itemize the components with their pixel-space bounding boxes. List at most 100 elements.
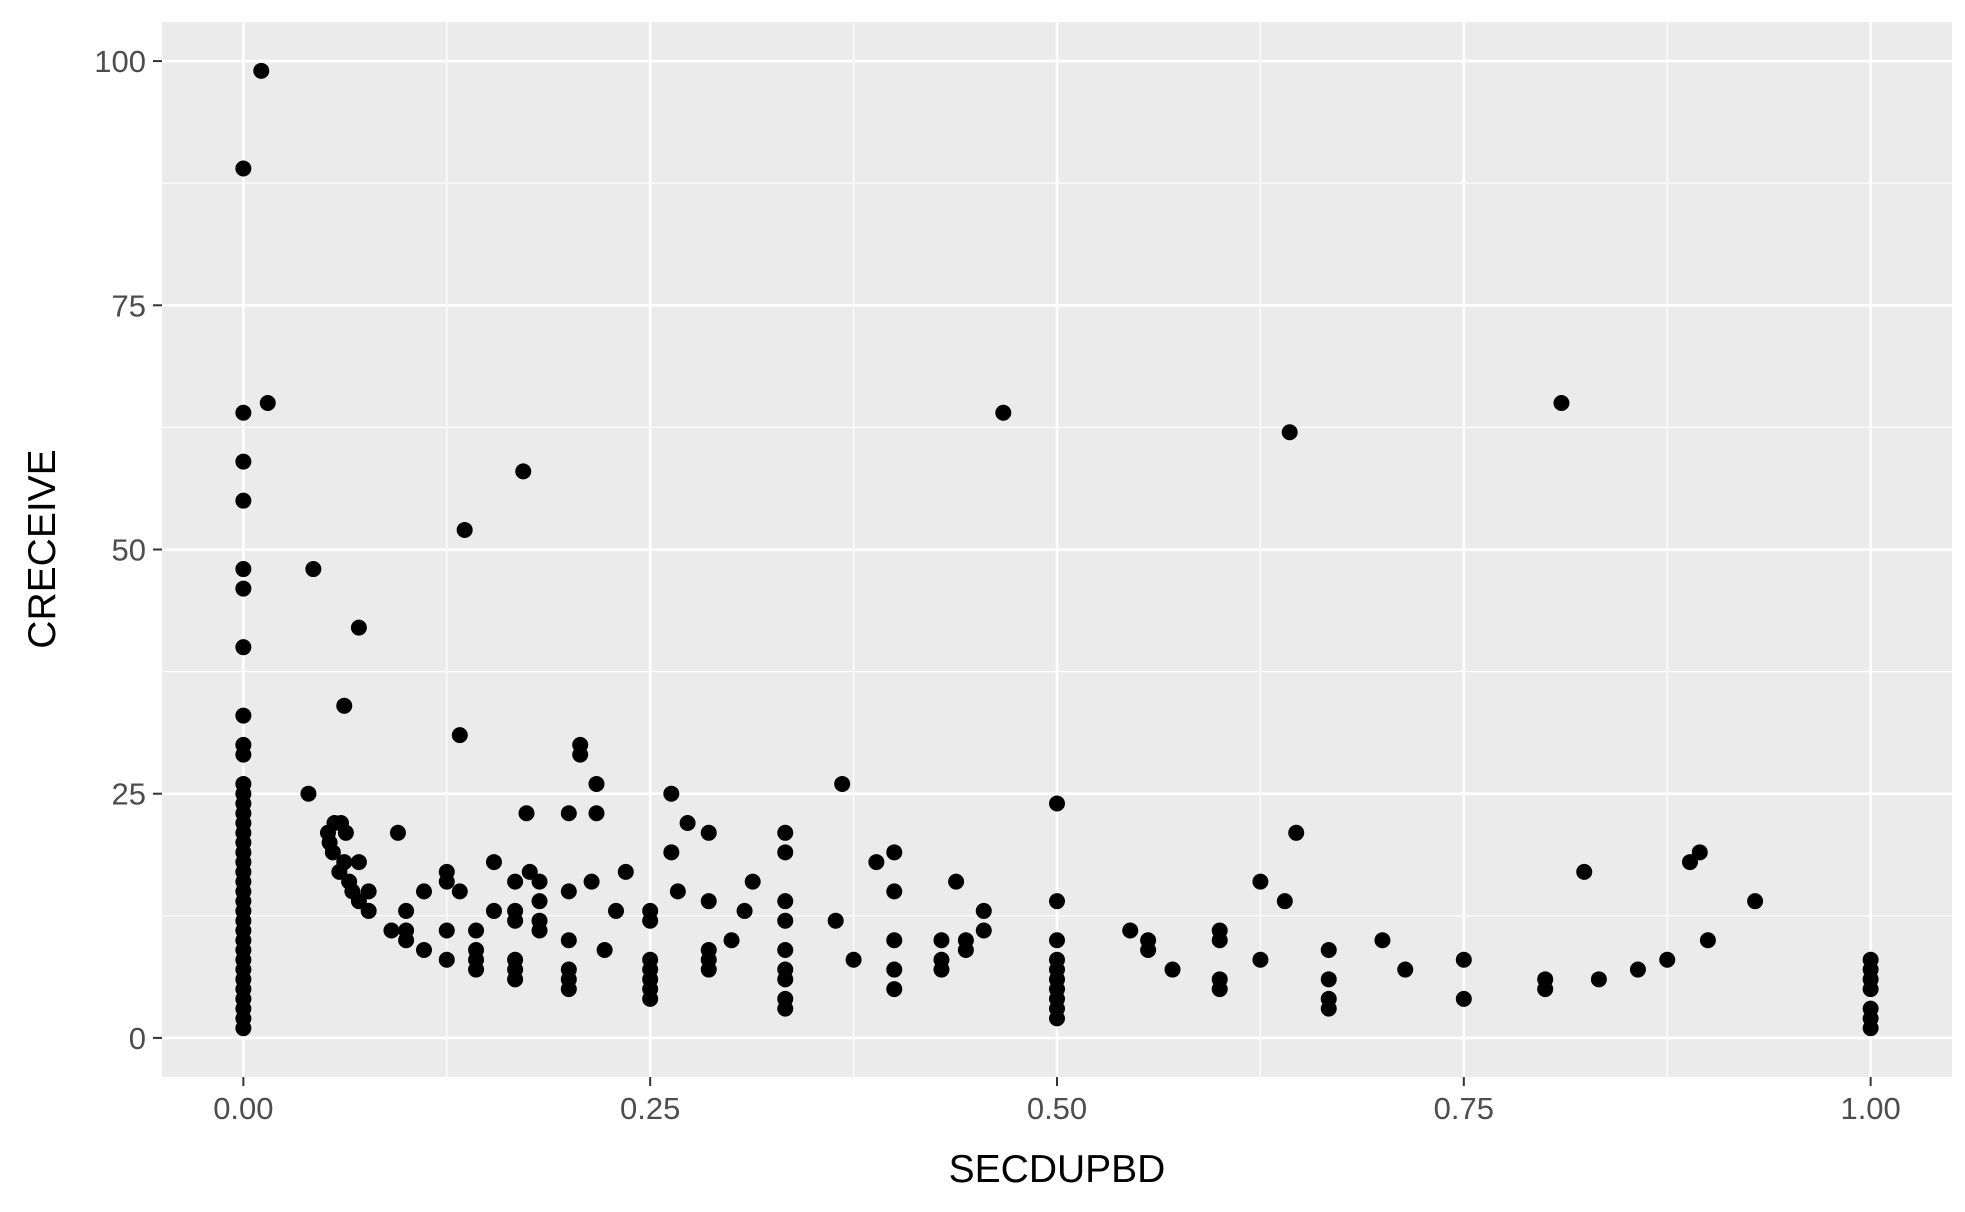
data-point bbox=[468, 961, 485, 978]
data-point bbox=[777, 971, 794, 988]
data-point bbox=[744, 873, 761, 890]
data-point bbox=[1049, 1010, 1065, 1027]
data-point bbox=[350, 854, 367, 871]
data-point bbox=[777, 912, 794, 929]
data-point bbox=[415, 883, 432, 900]
data-point bbox=[1164, 961, 1181, 978]
data-point bbox=[1049, 932, 1065, 949]
y-tick-label: 100 bbox=[94, 44, 146, 79]
data-point bbox=[957, 942, 974, 959]
data-point bbox=[1576, 863, 1593, 880]
y-tick-label: 0 bbox=[129, 1021, 146, 1056]
y-axis: 0 25 50 75 100 bbox=[94, 44, 162, 1056]
data-point bbox=[235, 492, 252, 509]
data-point bbox=[438, 873, 455, 890]
data-point bbox=[259, 394, 276, 411]
data-point bbox=[515, 463, 532, 480]
data-point bbox=[975, 922, 992, 939]
data-point bbox=[933, 932, 950, 949]
data-point bbox=[305, 561, 322, 578]
data-point bbox=[975, 902, 992, 919]
data-point bbox=[1320, 971, 1337, 988]
data-point bbox=[235, 746, 252, 763]
data-point bbox=[337, 824, 354, 841]
data-point bbox=[1288, 824, 1305, 841]
data-point bbox=[1747, 893, 1764, 910]
data-point bbox=[507, 873, 524, 890]
data-point bbox=[1320, 942, 1337, 959]
data-point bbox=[642, 990, 659, 1007]
data-point bbox=[438, 922, 455, 939]
data-point bbox=[560, 883, 577, 900]
data-point bbox=[1122, 922, 1139, 939]
data-point bbox=[948, 873, 965, 890]
data-point bbox=[1537, 981, 1554, 998]
data-point bbox=[1320, 1000, 1337, 1017]
data-point bbox=[438, 951, 455, 968]
data-point bbox=[235, 639, 252, 656]
data-point bbox=[518, 805, 535, 822]
data-point bbox=[507, 971, 524, 988]
data-point bbox=[1455, 951, 1472, 968]
data-point bbox=[1659, 951, 1676, 968]
data-point bbox=[235, 580, 252, 597]
data-point bbox=[1629, 961, 1646, 978]
data-point bbox=[398, 902, 415, 919]
x-tick-label: 0.75 bbox=[1434, 1091, 1494, 1126]
data-point bbox=[1252, 951, 1269, 968]
data-point bbox=[588, 775, 605, 792]
data-point bbox=[468, 922, 485, 939]
data-point bbox=[588, 805, 605, 822]
data-point bbox=[235, 561, 252, 578]
data-point bbox=[1281, 424, 1298, 441]
data-points bbox=[235, 62, 1879, 1037]
data-point bbox=[700, 824, 717, 841]
data-point bbox=[336, 697, 353, 714]
data-point bbox=[777, 824, 794, 841]
data-point bbox=[596, 942, 613, 959]
data-point bbox=[1140, 942, 1157, 959]
data-point bbox=[1862, 1020, 1879, 1037]
data-point bbox=[560, 932, 577, 949]
data-point bbox=[456, 521, 473, 538]
data-point bbox=[389, 824, 406, 841]
data-point bbox=[583, 873, 600, 890]
data-point bbox=[324, 844, 341, 861]
data-point bbox=[1590, 971, 1607, 988]
data-point bbox=[572, 746, 589, 763]
data-point bbox=[521, 863, 538, 880]
data-point bbox=[560, 981, 577, 998]
data-point bbox=[777, 844, 794, 861]
data-point bbox=[868, 854, 885, 871]
data-point bbox=[827, 912, 844, 929]
data-point bbox=[451, 883, 468, 900]
x-tick-label: 0.00 bbox=[213, 1091, 273, 1126]
data-point bbox=[1049, 893, 1065, 910]
data-point bbox=[679, 815, 696, 832]
data-point bbox=[663, 844, 680, 861]
data-point bbox=[700, 893, 717, 910]
data-point bbox=[736, 902, 753, 919]
data-point bbox=[886, 844, 903, 861]
data-point bbox=[560, 805, 577, 822]
data-point bbox=[235, 1020, 252, 1037]
data-point bbox=[777, 893, 794, 910]
data-point bbox=[1699, 932, 1716, 949]
data-point bbox=[1397, 961, 1414, 978]
data-point bbox=[350, 893, 367, 910]
data-point bbox=[777, 942, 794, 959]
x-tick-label: 1.00 bbox=[1840, 1091, 1900, 1126]
data-point bbox=[1682, 854, 1699, 871]
y-tick-label: 75 bbox=[112, 288, 146, 323]
data-point bbox=[300, 785, 317, 802]
data-point bbox=[845, 951, 862, 968]
data-point bbox=[1553, 394, 1570, 411]
y-axis-title: CRECEIVE bbox=[21, 449, 64, 648]
data-point bbox=[886, 981, 903, 998]
data-point bbox=[531, 893, 548, 910]
data-point bbox=[235, 404, 252, 421]
data-point bbox=[1276, 893, 1293, 910]
data-point bbox=[1691, 844, 1708, 861]
x-tick-label: 0.25 bbox=[620, 1091, 680, 1126]
